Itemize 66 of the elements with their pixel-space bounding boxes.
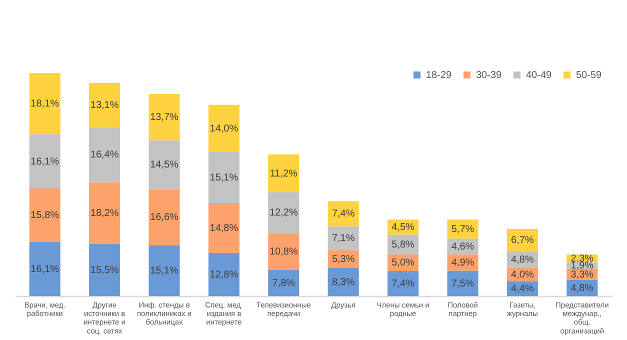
bar: [268, 192, 300, 234]
data-label: 14,8%: [210, 222, 238, 234]
bar: [29, 188, 60, 242]
data-label: 15,5%: [90, 264, 119, 276]
bar: [29, 73, 60, 134]
bar: [388, 271, 419, 296]
data-label: 8,3%: [332, 277, 355, 288]
legend-label: 18-29: [426, 70, 452, 81]
bar: [208, 152, 240, 203]
data-label: 4,5%: [392, 222, 415, 234]
data-label: 7,4%: [392, 278, 415, 290]
bar: [208, 104, 240, 152]
data-label: 16,1%: [30, 156, 60, 168]
bar: [328, 226, 359, 250]
data-label: 7,5%: [451, 278, 474, 290]
data-label: 18,1%: [30, 98, 60, 110]
data-label: 4,4%: [511, 284, 534, 295]
data-label: 4,0%: [511, 269, 534, 280]
legend-label: 50-59: [576, 70, 602, 81]
data-label: 7,1%: [332, 233, 355, 244]
bar: [89, 244, 120, 296]
data-label: 16,6%: [150, 212, 179, 224]
data-label: 18,2%: [90, 208, 119, 220]
data-label: 4,8%: [511, 254, 534, 266]
data-label: 4,6%: [451, 241, 474, 252]
data-label: 13,1%: [90, 100, 119, 112]
data-label: 5,7%: [451, 224, 474, 236]
bar: [208, 252, 240, 296]
bar: [29, 242, 60, 296]
bar: [268, 233, 300, 270]
data-label: 15,8%: [30, 210, 60, 222]
bar: [148, 245, 180, 296]
data-label: 15,1%: [210, 172, 238, 184]
bar: [89, 127, 120, 182]
data-label: 3,3%: [570, 269, 594, 280]
bar: [89, 182, 120, 244]
data-label: 14,5%: [150, 160, 179, 171]
data-label: 13,7%: [150, 112, 179, 124]
bar: [268, 270, 300, 296]
data-label: 12,2%: [269, 208, 298, 219]
bar: [447, 270, 478, 296]
data-label: 4,9%: [451, 257, 474, 268]
data-label: 14,0%: [210, 123, 238, 134]
data-label: 7,8%: [272, 278, 296, 289]
legend-label: 30-39: [476, 70, 502, 81]
bar: [148, 94, 180, 140]
data-label: 5,8%: [392, 239, 415, 250]
data-label: 5,3%: [332, 254, 355, 266]
data-label: 7,4%: [332, 208, 355, 220]
data-label: 16,1%: [30, 264, 60, 275]
data-label: 4,8%: [570, 282, 594, 294]
data-label: 12,8%: [210, 269, 238, 280]
data-label: 16,4%: [90, 150, 119, 161]
bar: [148, 189, 180, 246]
data-label: 6,7%: [511, 235, 534, 246]
bar: [208, 202, 240, 253]
bar: [29, 134, 60, 188]
data-label: 10,8%: [269, 246, 298, 258]
bar: [148, 140, 180, 190]
legend-label: 40-49: [526, 70, 552, 81]
bar: [89, 82, 120, 128]
data-label: 11,2%: [270, 168, 298, 180]
bar: [268, 154, 300, 192]
bar: [328, 268, 359, 296]
data-label: 15,1%: [150, 266, 179, 277]
data-label: 5,0%: [392, 258, 415, 269]
